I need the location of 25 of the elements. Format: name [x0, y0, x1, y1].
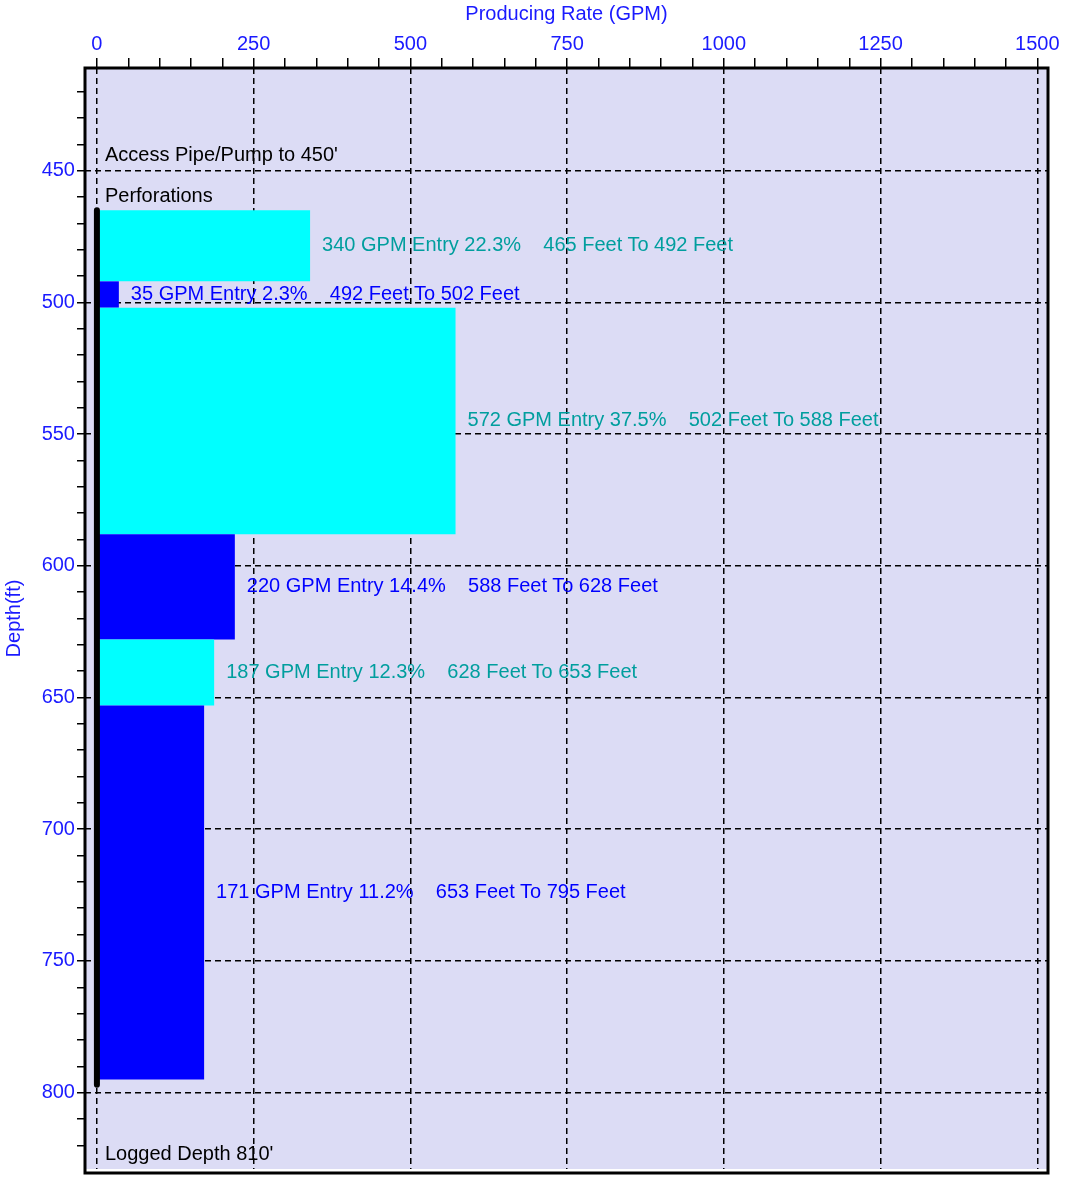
x-tick-label: 250	[236, 31, 271, 54]
data-label: 35 GPM Entry 2.3% 492 Feet To 502 Feet	[130, 282, 521, 305]
x-tick-label: 1000	[701, 31, 747, 54]
data-label: 171 GPM Entry 11.2% 653 Feet To 795 Feet	[216, 879, 627, 902]
annotation: Perforations	[104, 183, 213, 206]
x-tick-label: 750	[550, 31, 584, 54]
data-label: 572 GPM Entry 37.5% 502 Feet To 588 Feet	[467, 408, 879, 431]
y-tick-label: 450	[41, 158, 75, 181]
data-label: 220 GPM Entry 14.4% 588 Feet To 628 Feet	[246, 574, 659, 597]
x-tick-label: 500	[393, 31, 428, 54]
y-tick-label: 500	[41, 289, 75, 312]
y-tick-label: 650	[41, 685, 75, 708]
x-tick-label: 1500	[1015, 31, 1060, 54]
y-tick-label: 600	[41, 553, 75, 576]
y-tick-label: 800	[41, 1080, 75, 1103]
x-axis-title: Producing Rate (GPM)	[465, 1, 668, 24]
x-tick-label: 0	[91, 31, 103, 54]
y-axis-title: Depth(ft)	[1, 579, 24, 658]
x-tick-label: 1250	[858, 31, 903, 54]
annotation: Access Pipe/Pump to 450'	[105, 142, 338, 165]
data-label: 187 GPM Entry 12.3% 628 Feet To 653 Feet	[226, 660, 638, 683]
y-tick-label: 750	[41, 948, 75, 971]
data-label: 340 GPM Entry 22.3% 465 Feet To 492 Feet	[322, 233, 734, 256]
y-tick-label: 550	[41, 421, 75, 444]
y-tick-label: 700	[41, 816, 75, 839]
